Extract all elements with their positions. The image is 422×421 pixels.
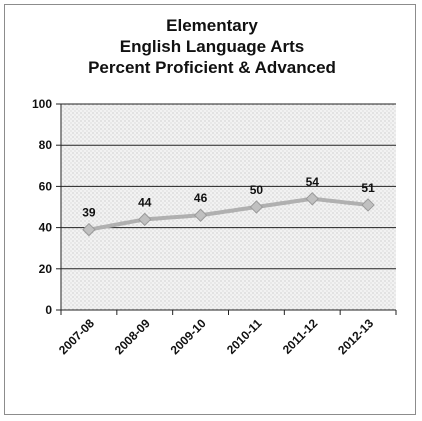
series-line xyxy=(88,196,369,232)
data-label: 50 xyxy=(250,183,264,197)
data-point-marker xyxy=(193,208,208,222)
y-axis-ticks: 0 20 40 60 80 100 xyxy=(32,97,61,317)
y-tick-label: 80 xyxy=(39,138,53,152)
x-axis-ticks: 2007-08 2008-09 2009-10 2010-11 2011-12 2012-… xyxy=(56,310,397,357)
x-tick-label: 2010-11 xyxy=(224,316,265,357)
data-point-marker xyxy=(138,212,152,227)
y-tick-label: 100 xyxy=(32,97,52,111)
y-tick-label: 40 xyxy=(39,221,53,235)
data-label: 44 xyxy=(138,195,152,209)
data-point-marker xyxy=(305,192,319,206)
data-label: 46 xyxy=(194,191,208,205)
x-tick-label: 2012-13 xyxy=(335,316,376,357)
series-lines xyxy=(88,196,369,232)
data-label: 54 xyxy=(306,175,320,189)
x-tick-label: 2007-08 xyxy=(56,316,97,357)
data-point-marker xyxy=(249,200,264,214)
chart-title-line-3: Percent Proficient & Advanced xyxy=(88,58,336,77)
x-tick-label: 2011-12 xyxy=(280,316,321,357)
data-point-marker xyxy=(82,222,96,237)
y-tick-label: 0 xyxy=(45,303,52,317)
chart-title: Elementary English Language Arts Percent… xyxy=(88,16,336,77)
chart-title-line-1: Elementary xyxy=(166,16,258,35)
data-point-marker xyxy=(361,198,375,212)
data-label: 51 xyxy=(361,181,375,195)
chart-title-line-2: English Language Arts xyxy=(120,37,305,56)
y-tick-label: 20 xyxy=(39,262,53,276)
series-markers xyxy=(82,192,375,237)
x-tick-label: 2008-09 xyxy=(112,316,153,357)
x-tick-label: 2009-10 xyxy=(168,316,209,357)
data-label: 39 xyxy=(82,206,96,220)
grid-lines xyxy=(61,103,396,270)
data-labels: 39 44 46 50 54 51 xyxy=(82,175,375,220)
plot-area xyxy=(61,104,396,310)
y-tick-label: 60 xyxy=(39,179,53,193)
